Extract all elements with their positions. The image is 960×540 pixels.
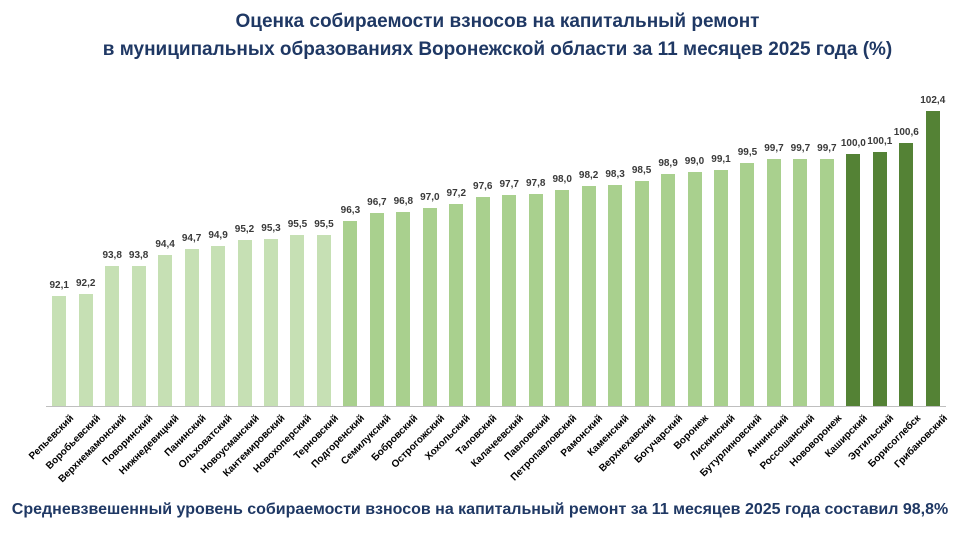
bar — [793, 159, 808, 406]
bar-value-label: 95,5 — [314, 219, 334, 230]
bar-value-label: 97,8 — [525, 177, 546, 189]
bar — [581, 186, 596, 406]
bar — [52, 296, 67, 406]
bar-value-label: 93,8 — [102, 249, 122, 261]
chart-title-line2: в муниципальных образованиях Воронежской… — [102, 39, 893, 60]
bar — [899, 143, 914, 406]
bar-value-label: 98,5 — [631, 165, 652, 176]
bar — [766, 159, 781, 406]
bar — [714, 170, 728, 406]
bar-value-label: 94,4 — [155, 238, 175, 250]
bar-value-label: 98,0 — [552, 174, 572, 185]
bar-value-label: 100,0 — [840, 138, 866, 149]
bar — [158, 254, 173, 406]
chart-footer: Средневзвешенный уровень собираемости вз… — [11, 501, 949, 518]
bar-value-label: 95,3 — [261, 222, 281, 234]
bar — [634, 181, 649, 406]
bar — [502, 195, 517, 406]
bar-value-label: 99,5 — [737, 147, 758, 158]
bar-value-label: 102,4 — [920, 94, 946, 106]
bar — [264, 238, 278, 406]
bar — [819, 159, 834, 406]
bar — [872, 152, 887, 406]
bar — [237, 240, 252, 406]
chart-title: Оценка собираемости взносов на капитальн… — [45, 8, 950, 64]
bar-value-label: 97,6 — [473, 181, 493, 193]
x-axis-line — [46, 406, 946, 407]
bar — [105, 265, 120, 406]
bar-value-label: 98,3 — [605, 168, 625, 180]
bar — [211, 245, 226, 406]
bar — [184, 249, 199, 406]
bar — [369, 213, 384, 406]
bar — [608, 184, 623, 406]
bar — [925, 110, 940, 406]
bar-value-label: 99,7 — [764, 143, 784, 155]
bar-value-label: 98,2 — [578, 170, 599, 182]
bar-value-label: 96,7 — [367, 197, 387, 209]
bar — [661, 173, 676, 406]
bar-value-label: 100,6 — [893, 127, 919, 139]
bar — [78, 294, 93, 406]
bar — [396, 211, 411, 406]
bar — [290, 235, 305, 406]
bar-value-label: 99,7 — [790, 143, 811, 155]
bar-value-label: 92,2 — [75, 278, 96, 290]
bar-value-label: 96,3 — [340, 204, 361, 216]
bar — [316, 235, 331, 406]
bar-value-label: 96,8 — [393, 195, 414, 207]
bar-value-label: 94,9 — [208, 229, 228, 241]
bar — [846, 154, 861, 406]
bar-value-label: 100,1 — [867, 136, 893, 148]
chart-title-line1: Оценка собираемости взносов на капитальн… — [235, 11, 760, 32]
bar-value-label: 95,2 — [234, 224, 255, 236]
bar — [740, 163, 755, 406]
bar-value-label: 99,7 — [817, 143, 837, 155]
bar — [422, 208, 437, 406]
bar — [475, 197, 490, 406]
bar — [449, 204, 464, 406]
bar-value-label: 97,7 — [499, 179, 519, 191]
bar-value-label: 92,1 — [49, 280, 69, 292]
bar-value-label: 99,0 — [684, 156, 705, 167]
bar-value-label: 93,8 — [128, 249, 149, 261]
bar — [343, 220, 358, 406]
bar — [528, 193, 543, 406]
bar-value-label: 98,9 — [658, 157, 678, 169]
bar-value-label: 95,5 — [287, 219, 308, 230]
bar — [687, 172, 702, 406]
bar-value-label: 99,1 — [711, 154, 731, 166]
bar — [555, 190, 570, 406]
bar — [131, 265, 146, 406]
bar-value-label: 97,0 — [420, 192, 440, 203]
bar-value-label: 94,7 — [181, 233, 202, 245]
bar-value-label: 97,2 — [446, 188, 467, 200]
